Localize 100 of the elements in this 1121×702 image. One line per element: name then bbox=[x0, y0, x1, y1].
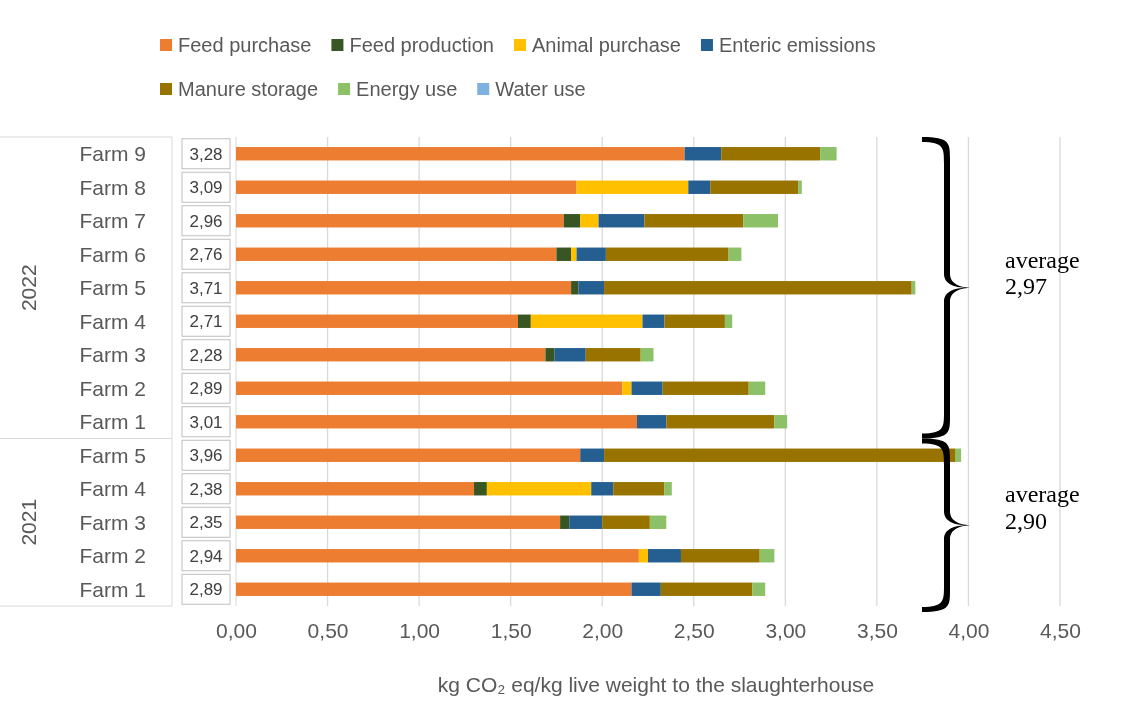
total-label: 2,35 bbox=[189, 513, 223, 533]
bar bbox=[752, 582, 766, 596]
bar bbox=[236, 549, 639, 563]
bar bbox=[664, 482, 672, 496]
legend-label: Feed production bbox=[349, 34, 494, 56]
bar bbox=[560, 515, 570, 529]
bar bbox=[563, 214, 581, 228]
y-tick-label: Farm 2 bbox=[79, 544, 146, 568]
bar bbox=[743, 214, 779, 228]
bar bbox=[236, 415, 638, 429]
bar bbox=[571, 281, 579, 295]
total-label: 2,94 bbox=[189, 546, 223, 566]
bar bbox=[474, 482, 487, 496]
bar bbox=[605, 247, 729, 261]
total-label: 3,01 bbox=[189, 412, 223, 432]
x-tick-label: 2,50 bbox=[673, 619, 715, 642]
bar bbox=[571, 247, 577, 261]
bar bbox=[236, 515, 561, 529]
total-label: 2,89 bbox=[189, 580, 223, 600]
y-tick-label: Farm 4 bbox=[79, 477, 147, 501]
bar bbox=[748, 381, 766, 395]
total-label: 2,76 bbox=[189, 245, 223, 265]
bar bbox=[236, 247, 557, 261]
bar bbox=[662, 381, 749, 395]
bar bbox=[554, 348, 586, 362]
legend-label: Manure storage bbox=[178, 78, 319, 100]
bar bbox=[613, 482, 665, 496]
total-label: 3,09 bbox=[189, 178, 223, 198]
bar bbox=[631, 381, 663, 395]
bar bbox=[640, 348, 654, 362]
legend-label: Enteric emissions bbox=[718, 34, 876, 56]
bar bbox=[664, 314, 725, 328]
legend-label: Energy use bbox=[356, 78, 458, 100]
total-label: 2,28 bbox=[189, 345, 223, 365]
y-tick-label: Farm 4 bbox=[79, 309, 147, 333]
total-label: 2,71 bbox=[189, 312, 223, 332]
x-tick-label: 3,50 bbox=[856, 619, 898, 642]
total-label: 3,71 bbox=[189, 278, 223, 298]
bar bbox=[236, 381, 623, 395]
y-tick-label: Farm 7 bbox=[79, 209, 146, 233]
y-tick-label: Farm 2 bbox=[79, 376, 146, 400]
bar bbox=[576, 247, 606, 261]
bar bbox=[642, 314, 665, 328]
bar bbox=[649, 515, 667, 529]
bar bbox=[580, 448, 605, 462]
bar bbox=[637, 415, 667, 429]
x-tick-label: 4,00 bbox=[948, 619, 990, 642]
bar bbox=[236, 482, 475, 496]
y-tick-label: Farm 6 bbox=[79, 242, 146, 266]
text: 2022 bbox=[17, 264, 40, 312]
bar bbox=[666, 415, 775, 429]
bar bbox=[602, 515, 650, 529]
annotation: average 2,97 bbox=[1005, 246, 1080, 300]
bar bbox=[556, 247, 572, 261]
bar bbox=[622, 381, 632, 395]
bar bbox=[631, 582, 661, 596]
bar bbox=[580, 214, 599, 228]
y-tick-label: Farm 5 bbox=[79, 276, 146, 300]
bar bbox=[578, 281, 605, 295]
bar bbox=[604, 281, 912, 295]
bar bbox=[236, 348, 546, 362]
bar bbox=[236, 147, 685, 161]
legend-label: Water use bbox=[495, 78, 586, 100]
annotation: average 2,90 bbox=[1005, 481, 1080, 534]
x-tick-label: 2,00 bbox=[582, 619, 624, 642]
bar bbox=[644, 214, 744, 228]
bar bbox=[530, 314, 643, 328]
bar bbox=[598, 214, 645, 228]
legend-label: Animal purchase bbox=[531, 34, 681, 56]
bar bbox=[576, 180, 689, 194]
bar bbox=[710, 180, 799, 194]
y-tick-label: Farm 8 bbox=[79, 175, 146, 199]
text: 2021 bbox=[17, 498, 40, 546]
bar bbox=[724, 314, 733, 328]
bar bbox=[648, 549, 681, 563]
bar bbox=[684, 147, 722, 161]
y-tick-label: Farm 5 bbox=[79, 443, 146, 467]
x-tick-label: 0,00 bbox=[216, 619, 257, 642]
total-label: 3,96 bbox=[189, 446, 223, 466]
x-tick-label: 0,50 bbox=[307, 619, 349, 642]
total-label: 2,38 bbox=[189, 479, 223, 499]
x-axis-title: kg CO₂ eq/kg live weight to the slaughterhouse bbox=[437, 673, 875, 696]
bar bbox=[517, 314, 531, 328]
y-tick-label: Farm 1 bbox=[79, 577, 146, 601]
bar bbox=[721, 147, 821, 161]
bar bbox=[774, 415, 788, 429]
bar bbox=[638, 549, 648, 563]
bar bbox=[236, 281, 572, 295]
bar bbox=[585, 348, 641, 362]
x-tick-label: 1,00 bbox=[399, 619, 441, 642]
x-tick-label: 3,00 bbox=[765, 619, 807, 642]
bar bbox=[236, 314, 518, 328]
y-tick-label: Farm 1 bbox=[79, 410, 146, 434]
bar bbox=[591, 482, 614, 496]
bar bbox=[728, 247, 742, 261]
total-label: 2,89 bbox=[189, 379, 223, 399]
total-label: 3,28 bbox=[189, 144, 223, 164]
bar bbox=[820, 147, 837, 161]
y-tick-label: Farm 9 bbox=[79, 142, 146, 166]
total-label: 2,96 bbox=[189, 211, 223, 231]
